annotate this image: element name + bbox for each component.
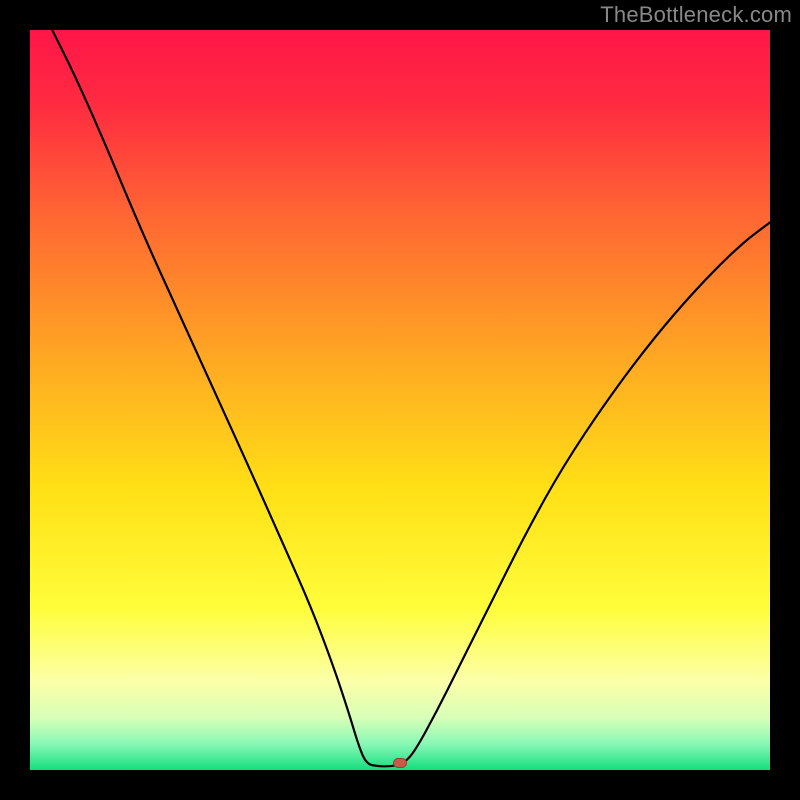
outer-frame: TheBottleneck.com — [0, 0, 800, 800]
bottleneck-curve — [30, 30, 770, 770]
minimum-marker — [393, 758, 407, 768]
plot-area — [30, 30, 770, 770]
watermark-text: TheBottleneck.com — [600, 2, 792, 28]
